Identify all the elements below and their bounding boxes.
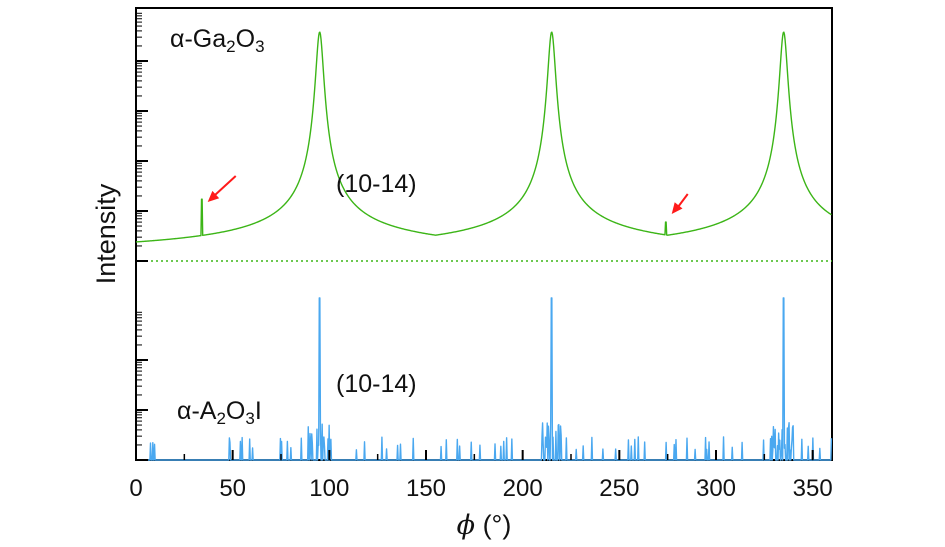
x-tick-label: 250 bbox=[599, 475, 639, 502]
x-tick-label: 50 bbox=[219, 475, 246, 502]
y-axis-ticks bbox=[136, 12, 148, 461]
series-label-top: α-Ga2O3 bbox=[170, 25, 265, 56]
x-tick-label: 200 bbox=[503, 475, 543, 502]
series-al2o3 bbox=[135, 297, 833, 461]
series-line bbox=[135, 31, 832, 243]
series-label-bottom: α-A2O3I bbox=[177, 397, 262, 428]
x-tick-label: 0 bbox=[129, 475, 142, 502]
series-ga2o3 bbox=[135, 31, 832, 262]
x-tick-label: 350 bbox=[793, 475, 833, 502]
x-tick-label: 150 bbox=[406, 475, 446, 502]
arrow-head bbox=[671, 202, 683, 214]
plot-frame bbox=[135, 7, 833, 461]
x-axis-ticks: 0 50 100 150 200 250 300 350 bbox=[129, 450, 833, 502]
series-line bbox=[135, 297, 833, 461]
x-tick-label: 300 bbox=[696, 475, 736, 502]
peak-annotation-bottom: (10-14) bbox=[336, 370, 417, 398]
peak-annotation-top: (10-14) bbox=[336, 170, 417, 198]
x-tick-label: 100 bbox=[309, 475, 349, 502]
x-axis-title: ϕ (°) bbox=[457, 510, 512, 541]
arrow-shaft bbox=[211, 175, 237, 199]
minor-peak-arrows bbox=[207, 175, 689, 214]
arrow-head bbox=[207, 190, 220, 202]
y-axis-title: Intensity bbox=[91, 183, 121, 284]
